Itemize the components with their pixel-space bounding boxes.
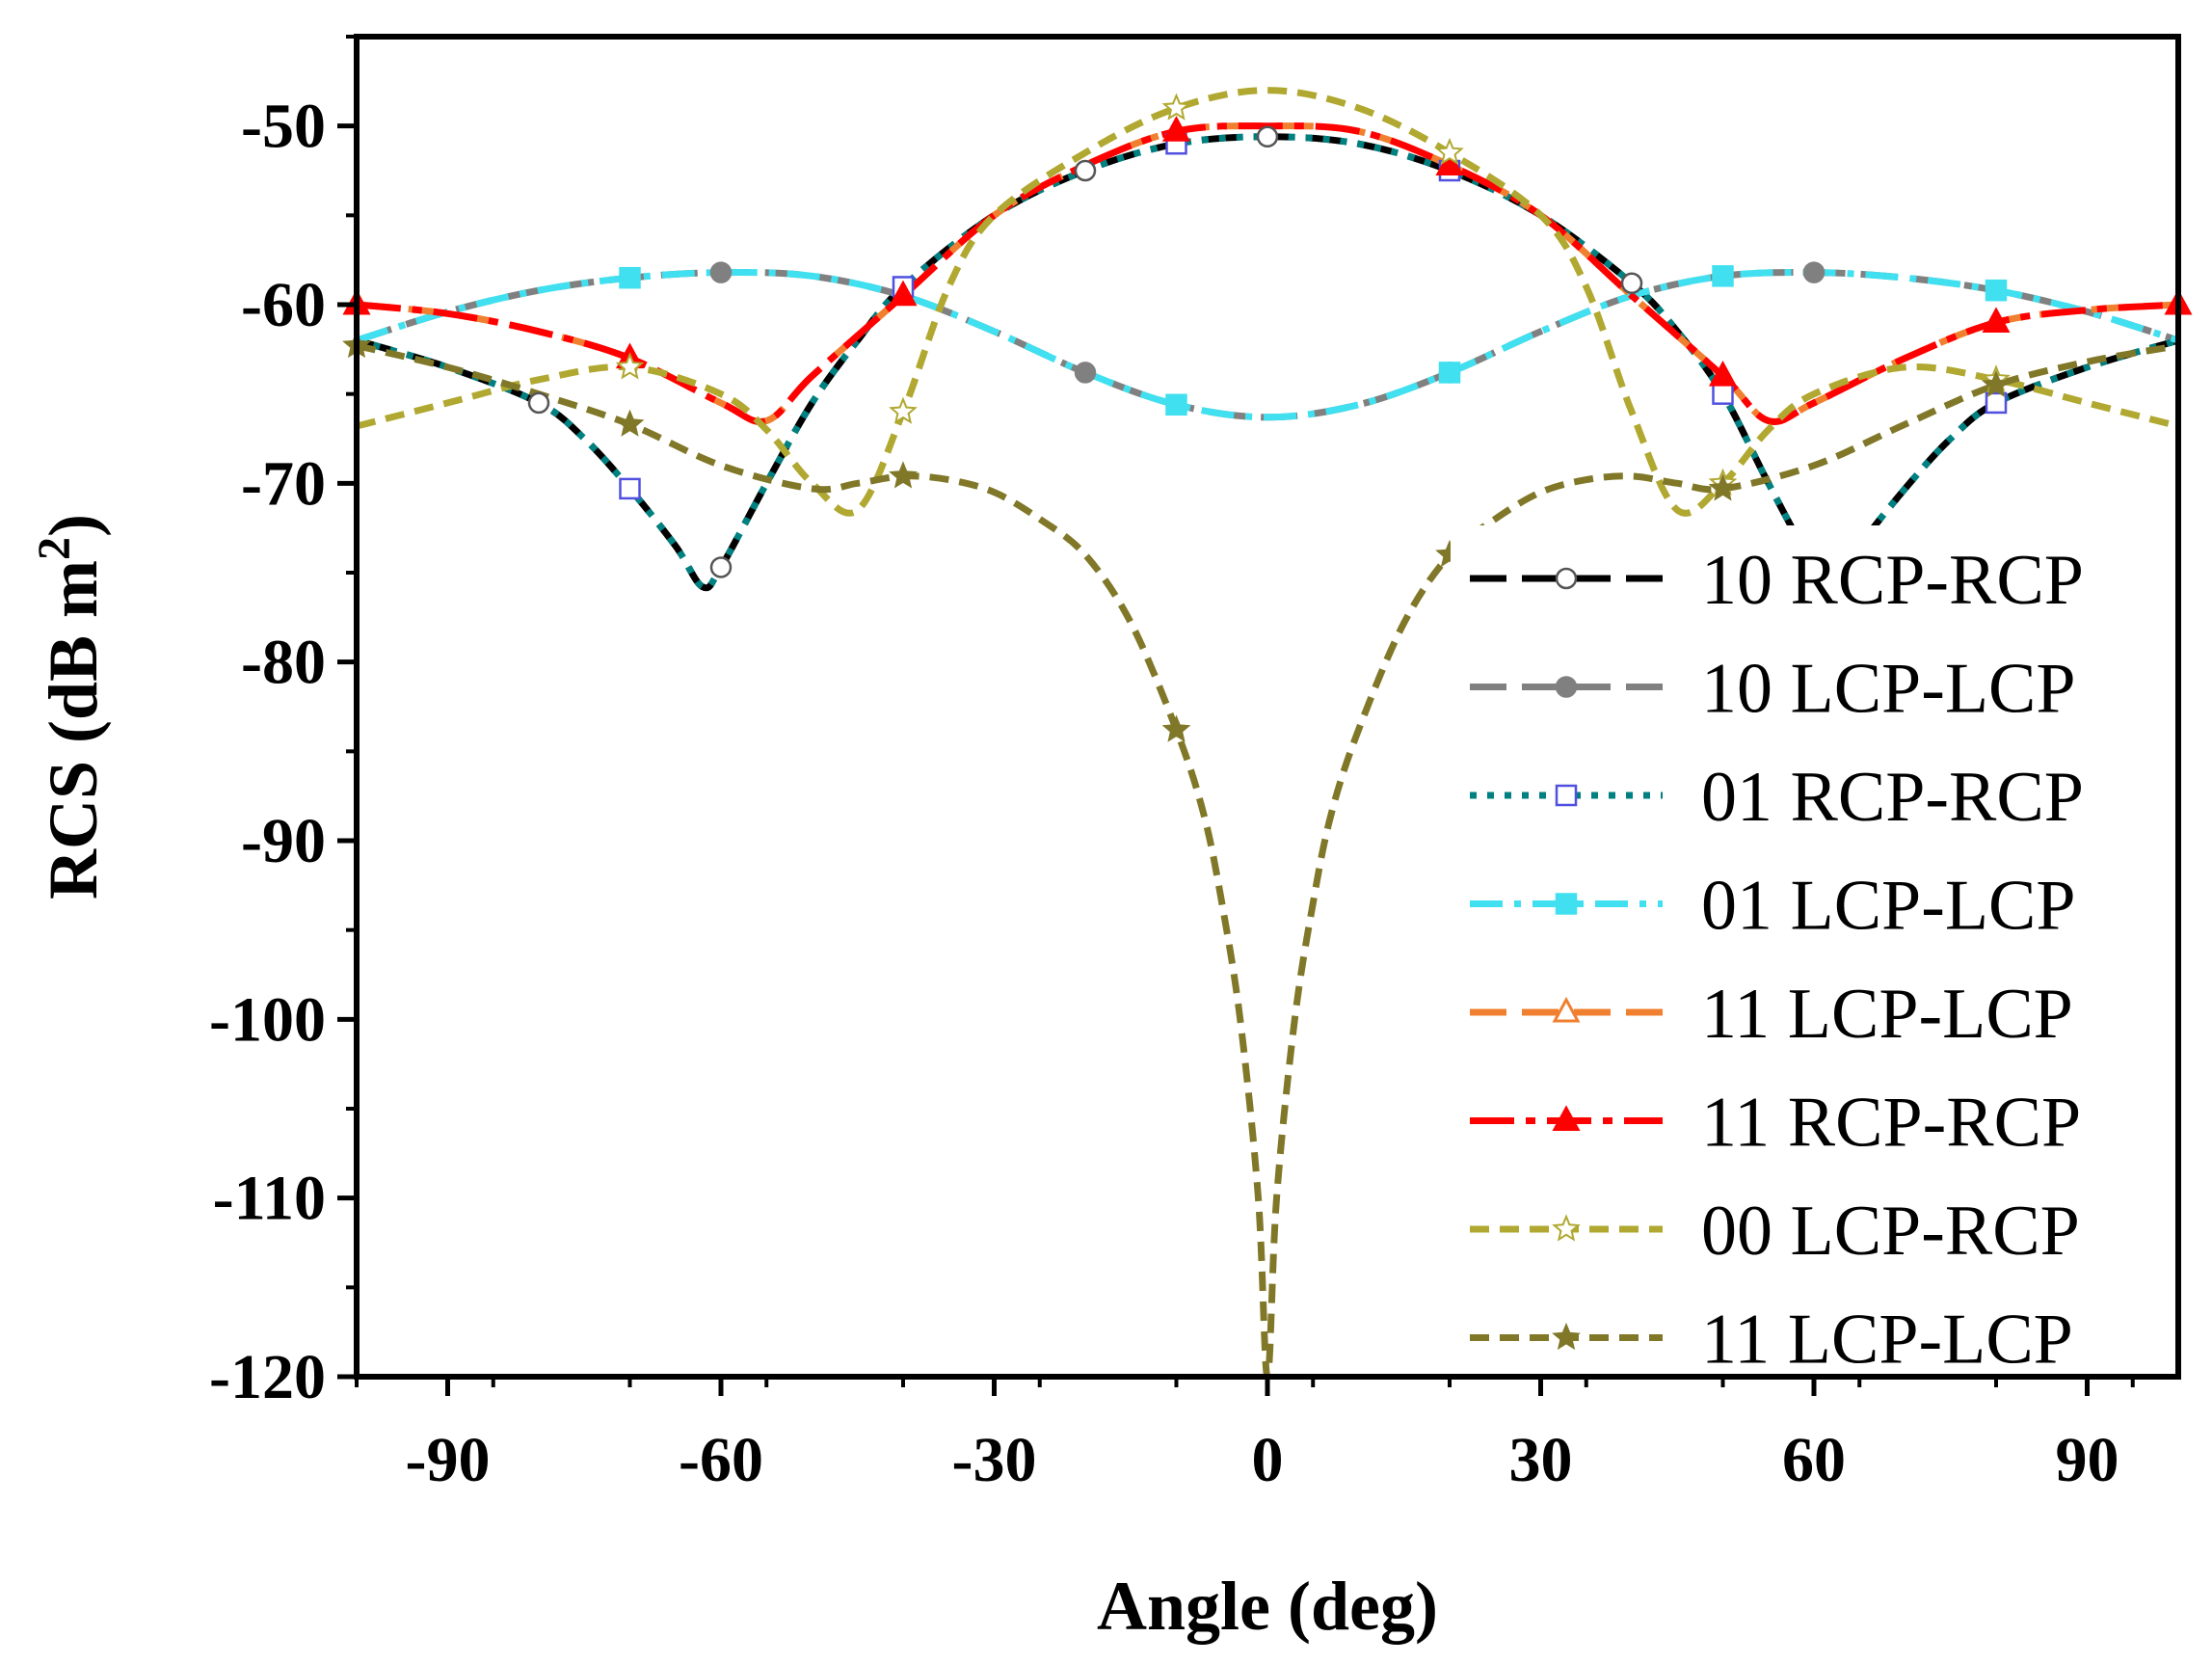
- data-point-3: [1712, 265, 1734, 287]
- data-point-0: [709, 556, 733, 578]
- data-point-6: [615, 352, 645, 380]
- x-axis-title: Angle (deg): [1097, 1568, 1438, 1645]
- data-point-7: [1161, 714, 1191, 742]
- data-point-7: [615, 409, 645, 437]
- x-tick-label: 0: [1252, 1425, 1284, 1495]
- data-point-1: [1074, 362, 1097, 384]
- legend-label: 11 LCP-LCP: [1701, 1301, 2073, 1380]
- y-tick-label: -110: [213, 1164, 326, 1234]
- data-point-5: [1161, 116, 1191, 142]
- y-axis-title: RCS (dB m2): [29, 514, 112, 899]
- data-point-0: [1620, 272, 1643, 295]
- legend-marker: [1555, 893, 1578, 915]
- data-point-5: [1708, 361, 1738, 387]
- data-point-1: [709, 261, 733, 283]
- legend: 10 RCP-RCP 10 LCP-LCP 01 RCP-RCP 01 LCP-LCP…: [1451, 525, 2173, 1380]
- legend-label: 11 RCP-RCP: [1701, 1084, 2081, 1163]
- data-point-0: [1074, 159, 1097, 182]
- x-tick-label: -90: [406, 1425, 491, 1495]
- legend-label: 10 RCP-RCP: [1701, 541, 2084, 620]
- data-point-3: [1165, 393, 1187, 416]
- legend-label: 00 LCP-RCP: [1701, 1192, 2080, 1271]
- legend-label: 01 RCP-RCP: [1701, 758, 2084, 837]
- data-point-0: [527, 391, 550, 415]
- data-point-2: [1712, 383, 1734, 405]
- x-tick-label: 90: [2056, 1425, 2119, 1495]
- data-point-7: [1982, 369, 2011, 397]
- data-point-5: [1435, 149, 1464, 175]
- data-point-7: [889, 461, 918, 489]
- y-tick-label: -60: [241, 270, 326, 340]
- data-point-2: [619, 477, 641, 500]
- x-tick-label: -60: [679, 1425, 763, 1495]
- legend-marker: [1552, 1214, 1581, 1242]
- data-point-6: [1435, 137, 1464, 166]
- data-point-0: [1256, 125, 1279, 148]
- legend-label: 10 LCP-LCP: [1701, 650, 2076, 729]
- marker-layer: [342, 93, 2193, 742]
- series-line-6: [357, 87, 2178, 517]
- data-point-1: [1802, 261, 1826, 283]
- legend-marker: [1552, 1322, 1581, 1351]
- y-tick-label: -80: [241, 628, 326, 698]
- data-point-7: [1708, 473, 1738, 501]
- data-point-2: [1985, 391, 2008, 415]
- data-point-5: [1982, 307, 2011, 334]
- data-point-3: [619, 266, 641, 289]
- y-tick-label: -90: [241, 806, 326, 876]
- data-point-6: [1161, 93, 1191, 121]
- legend-label: 11 LCP-LCP: [1701, 975, 2073, 1054]
- x-tick-label: -30: [952, 1425, 1037, 1495]
- legend-marker: [1555, 567, 1578, 590]
- y-tick-label: -100: [209, 984, 326, 1055]
- legend-marker: [1555, 676, 1578, 698]
- y-tick-label: -70: [241, 448, 326, 519]
- data-point-3: [1438, 362, 1461, 384]
- y-tick-label: -120: [209, 1342, 326, 1412]
- series-line-3: [357, 268, 2178, 421]
- x-tick-label: 30: [1509, 1425, 1573, 1495]
- y-tick-label: -50: [241, 92, 326, 162]
- data-point-6: [889, 396, 918, 424]
- legend-marker: [1552, 1105, 1581, 1131]
- legend-label: 01 LCP-LCP: [1701, 867, 2076, 946]
- data-point-5: [889, 280, 918, 307]
- legend-marker: [1555, 784, 1578, 807]
- axis-layer: -90 -60 -30 0 30 60 90 -50 -60 -70 -80 -90 -100 -110 -…: [209, 35, 2135, 1495]
- data-point-3: [1985, 279, 2008, 302]
- x-tick-label: 60: [1782, 1425, 1846, 1495]
- legend-marker: [1552, 996, 1581, 1023]
